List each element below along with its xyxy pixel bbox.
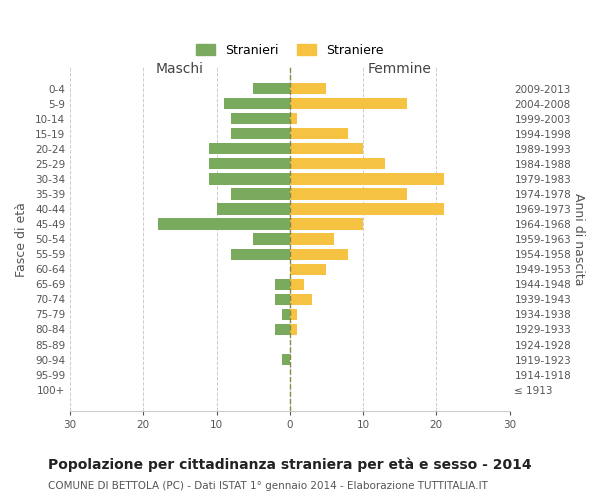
Bar xyxy=(290,264,326,275)
Bar xyxy=(217,204,290,214)
Bar xyxy=(290,188,407,200)
Bar xyxy=(158,218,290,230)
Text: COMUNE DI BETTOLA (PC) - Dati ISTAT 1° gennaio 2014 - Elaborazione TUTTITALIA.IT: COMUNE DI BETTOLA (PC) - Dati ISTAT 1° g… xyxy=(48,481,488,491)
Bar xyxy=(290,324,297,335)
Bar xyxy=(224,98,290,109)
Bar xyxy=(283,354,290,365)
Bar xyxy=(231,248,290,260)
Bar xyxy=(290,204,443,214)
Bar xyxy=(290,98,407,109)
Bar xyxy=(290,143,363,154)
Bar xyxy=(290,294,312,305)
Bar xyxy=(290,173,443,184)
Bar xyxy=(209,173,290,184)
Text: Femmine: Femmine xyxy=(368,62,431,76)
Bar xyxy=(253,83,290,94)
Bar xyxy=(231,188,290,200)
Bar xyxy=(209,143,290,154)
Bar xyxy=(290,218,363,230)
Bar xyxy=(290,83,326,94)
Bar xyxy=(290,309,297,320)
Bar xyxy=(290,278,304,290)
Bar xyxy=(275,278,290,290)
Bar xyxy=(275,294,290,305)
Bar xyxy=(231,128,290,140)
Y-axis label: Anni di nascita: Anni di nascita xyxy=(572,193,585,286)
Bar xyxy=(275,324,290,335)
Bar xyxy=(283,309,290,320)
Legend: Stranieri, Straniere: Stranieri, Straniere xyxy=(191,39,388,62)
Bar xyxy=(290,113,297,124)
Bar xyxy=(231,113,290,124)
Bar xyxy=(290,248,349,260)
Text: Maschi: Maschi xyxy=(156,62,204,76)
Bar xyxy=(253,234,290,245)
Y-axis label: Fasce di età: Fasce di età xyxy=(15,202,28,276)
Bar xyxy=(290,158,385,170)
Bar xyxy=(290,128,349,140)
Bar xyxy=(290,234,334,245)
Text: Popolazione per cittadinanza straniera per età e sesso - 2014: Popolazione per cittadinanza straniera p… xyxy=(48,458,532,472)
Bar xyxy=(209,158,290,170)
